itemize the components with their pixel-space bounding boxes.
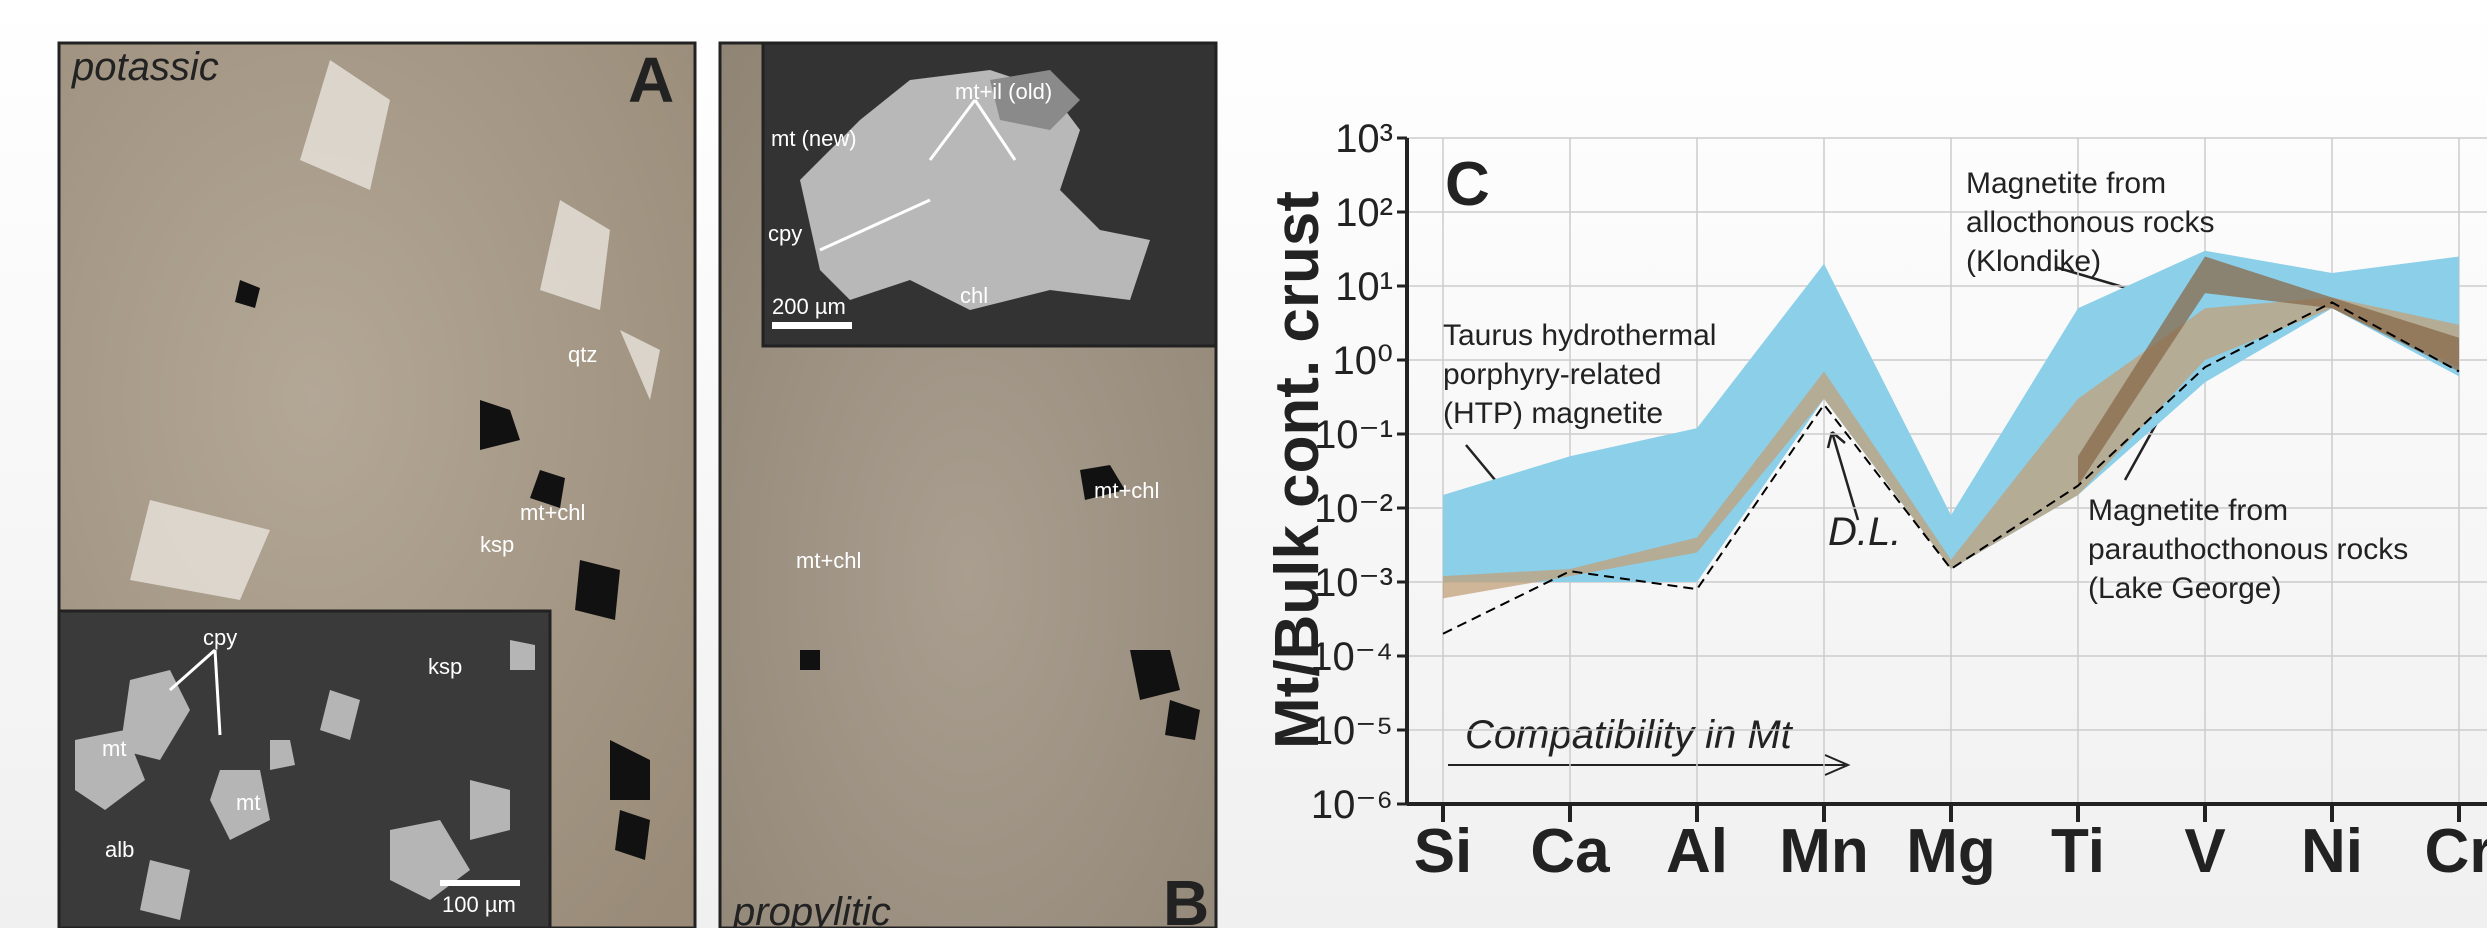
mineral-label: ksp — [428, 654, 462, 679]
y-tick-label: 10³ — [1335, 117, 1393, 161]
y-tick-label: 10⁻¹ — [1314, 413, 1393, 457]
mineral-label: mt+chl — [520, 500, 585, 525]
y-tick-label: 10⁻⁵ — [1311, 709, 1393, 753]
panel-label: A — [628, 44, 674, 116]
page: potassic A qtz mt+chl ksp cpy ksp mt mt … — [0, 0, 2487, 933]
panel-title: potassic — [71, 45, 219, 89]
x-tick-label: Si — [1414, 817, 1473, 886]
mineral-label: mt+chl — [796, 548, 861, 573]
x-tick-label: Ca — [1530, 817, 1610, 886]
y-tick-label: 10⁻² — [1314, 487, 1393, 531]
annotation: Compatibility in Mt — [1465, 713, 1794, 757]
panel-a: potassic A qtz mt+chl ksp cpy ksp mt mt … — [59, 43, 695, 928]
series-label: Taurus hydrothermal — [1443, 319, 1716, 352]
series-label: parauthocthonous rocks — [2088, 533, 2408, 566]
series-label: (Klondike) — [1966, 245, 2101, 278]
x-tick-label: Ni — [2301, 817, 2363, 886]
series-label: Magnetite from — [1966, 167, 2166, 200]
x-tick-label: Mn — [1779, 817, 1869, 886]
mineral-label: alb — [105, 837, 134, 862]
mineral-label: cpy — [768, 221, 802, 246]
panel-b: mt+chl mt+chl propylitic B mt+il (old) m… — [720, 43, 1216, 928]
panel-label: B — [1163, 867, 1209, 928]
series-label: (HTP) magnetite — [1443, 397, 1663, 430]
mineral-label: mt — [236, 790, 260, 815]
x-tick-label: Mg — [1906, 817, 1996, 886]
x-tick-label: Cr — [2425, 817, 2487, 886]
scale-label: 200 µm — [772, 294, 846, 319]
series-label: allocthonous rocks — [1966, 206, 2214, 239]
panel-label: C — [1445, 150, 1490, 219]
scale-bar — [772, 322, 852, 329]
mineral-label: mt (new) — [771, 126, 857, 151]
y-tick-label: 10⁻⁶ — [1311, 783, 1393, 827]
mineral-label: mt+il (old) — [955, 79, 1052, 104]
mineral-label: cpy — [203, 625, 237, 650]
scale-bar — [440, 880, 520, 886]
series-label: porphyry-related — [1443, 358, 1661, 391]
series-label: D.L. — [1828, 510, 1901, 554]
mineral-label: mt+chl — [1094, 478, 1159, 503]
x-tick-label: Al — [1666, 817, 1728, 886]
y-tick-label: 10⁻⁴ — [1310, 635, 1393, 679]
mineral-label: qtz — [568, 342, 597, 367]
figure: potassic A qtz mt+chl ksp cpy ksp mt mt … — [0, 0, 2487, 928]
series-label: Magnetite from — [2088, 494, 2288, 527]
mineral-label: chl — [960, 283, 988, 308]
y-tick-label: 10¹ — [1335, 265, 1393, 309]
y-tick-label: 10² — [1335, 191, 1393, 235]
x-tick-label: V — [2184, 817, 2225, 886]
mineral-label: mt — [102, 736, 126, 761]
y-tick-label: 10⁻³ — [1314, 561, 1393, 605]
series-label: (Lake George) — [2088, 572, 2281, 605]
x-tick-label: Ti — [2051, 817, 2105, 886]
panel-title: propylitic — [732, 890, 891, 928]
mineral-label: ksp — [480, 532, 514, 557]
scale-label: 100 µm — [442, 892, 516, 917]
y-tick-label: 10⁰ — [1332, 339, 1393, 383]
